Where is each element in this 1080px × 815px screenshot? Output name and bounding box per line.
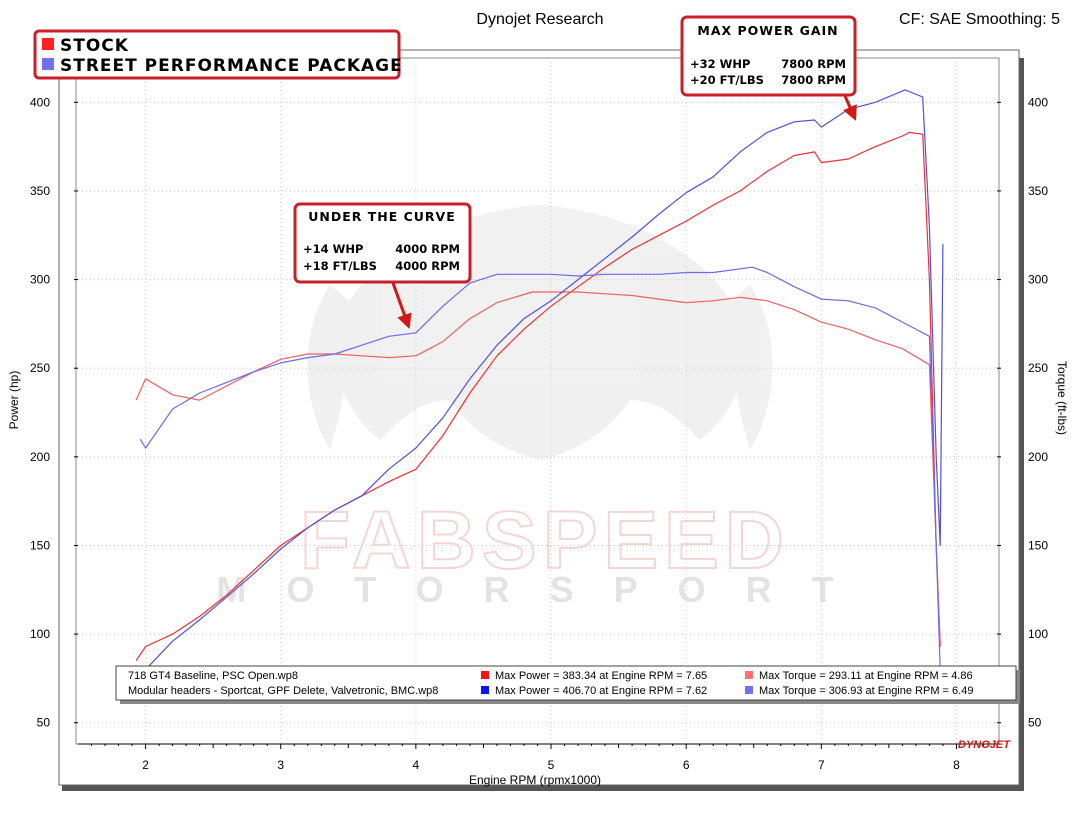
tick-label-right-250: 250: [1028, 361, 1048, 375]
callout-max-gain-ftlbs-rpm: 7800 RPM: [781, 73, 846, 87]
callout-under-curve-whp: +14 WHP: [303, 242, 363, 256]
info-row-2-power: Max Power = 406.70 at Engine RPM = 7.62: [495, 685, 707, 697]
legend-swatch-spp: [42, 58, 54, 70]
x-axis: 2 3 4 5 6 7 8: [78, 743, 997, 772]
watermark-sub: MOTORSPORT: [216, 569, 873, 610]
callout-max-gain-whp-rpm: 7800 RPM: [781, 57, 846, 71]
run-info-table: 718 GT4 Baseline, PSC Open.wp8 Max Power…: [115, 665, 1020, 704]
tick-label-left-300: 300: [30, 273, 50, 287]
tick-label-x-8: 8: [953, 758, 960, 772]
tick-label-left-200: 200: [30, 450, 50, 464]
tick-label-right-350: 350: [1028, 184, 1048, 198]
callout-under-curve-ftlbs: +18 FT/LBS: [303, 259, 377, 273]
callout-max-gain-arrow: [843, 95, 857, 121]
tick-label-right-400: 400: [1028, 95, 1048, 109]
tick-label-right-200: 200: [1028, 450, 1048, 464]
info-row-1-torque-swatch: [745, 671, 753, 679]
tick-label-right-150: 150: [1028, 538, 1048, 552]
legend-label-spp: STREET PERFORMANCE PACKAGE: [60, 56, 403, 76]
callout-max-gain-ftlbs: +20 FT/LBS: [690, 73, 764, 87]
info-row-2-power-swatch: [481, 686, 489, 694]
tick-label-x-2: 2: [142, 758, 149, 772]
tick-label-right-100: 100: [1028, 627, 1048, 641]
tick-label-left-100: 100: [30, 627, 50, 641]
tick-label-x-4: 4: [413, 758, 420, 772]
y-axis-left: 50 100 150 200 250 300 350 400: [30, 95, 78, 730]
tick-label-left-150: 150: [30, 538, 50, 552]
tick-label-right-300: 300: [1028, 273, 1048, 287]
info-row-2-torque: Max Torque = 306.93 at Engine RPM = 6.49: [759, 685, 973, 697]
info-row-1-torque: Max Torque = 293.11 at Engine RPM = 4.86: [759, 670, 973, 682]
series-line-stock-torque: [135, 291, 941, 644]
y-axis-label: Power (hp): [7, 371, 21, 430]
series-legend-box: STOCK STREET PERFORMANCE PACKAGE: [33, 29, 403, 80]
legend-label-stock: STOCK: [60, 36, 129, 56]
info-row-1-power-swatch: [481, 671, 489, 679]
y-axis-right: 50 100 150 200 250 300 350 400: [997, 95, 1048, 730]
callout-under-curve-arrow: [391, 282, 412, 330]
legend-swatch-stock: [42, 38, 54, 50]
tick-label-x-3: 3: [277, 758, 284, 772]
callout-max-gain-title: MAX POWER GAIN: [697, 23, 838, 38]
tick-label-x-6: 6: [683, 758, 690, 772]
tick-label-left-50: 50: [37, 716, 51, 730]
frame-shadow-right: [1016, 58, 1024, 791]
callout-max-power-gain: MAX POWER GAIN +32 WHP 7800 RPM +20 FT/L…: [680, 15, 857, 121]
tick-label-x-5: 5: [548, 758, 555, 772]
callout-under-curve-ftlbs-rpm: 4000 RPM: [395, 259, 460, 273]
tick-label-x-7: 7: [818, 758, 825, 772]
info-table-box: [115, 665, 1017, 701]
frame-shadow-bottom: [62, 783, 1024, 791]
callout-under-curve-title: UNDER THE CURVE: [308, 209, 456, 224]
callout-max-gain-whp: +32 WHP: [690, 57, 750, 71]
tick-label-left-350: 350: [30, 184, 50, 198]
info-row-1-power: Max Power = 383.34 at Engine RPM = 7.65: [495, 670, 707, 682]
plot-area: [75, 57, 1000, 745]
chart-title: Dynojet Research: [476, 11, 603, 28]
callout-under-the-curve: UNDER THE CURVE +14 WHP 4000 RPM +18 FT/…: [293, 202, 472, 330]
tick-label-right-50: 50: [1028, 716, 1042, 730]
tick-label-left-250: 250: [30, 361, 50, 375]
y2-axis-label: Torque (ft-lbs): [1055, 361, 1069, 435]
series-line-spp-power: [139, 89, 944, 674]
x-axis-label: Engine RPM (rpmx1000): [469, 773, 601, 787]
callout-under-curve-whp-rpm: 4000 RPM: [395, 242, 460, 256]
info-row-2-torque-swatch: [745, 686, 753, 694]
dynojet-logo: DYNOJET: [958, 739, 1011, 751]
watermark-brand: FABSPEED: [300, 495, 790, 586]
series-lines: [135, 89, 944, 674]
series-line-spp-torque: [139, 266, 941, 670]
series-line-stock-power: [135, 131, 941, 662]
tick-label-left-400: 400: [30, 95, 50, 109]
info-row-1-file: 718 GT4 Baseline, PSC Open.wp8: [128, 670, 298, 682]
info-row-2-file: Modular headers - Sportcat, GPF Delete, …: [128, 685, 438, 697]
chart-settings: CF: SAE Smoothing: 5: [899, 11, 1060, 28]
